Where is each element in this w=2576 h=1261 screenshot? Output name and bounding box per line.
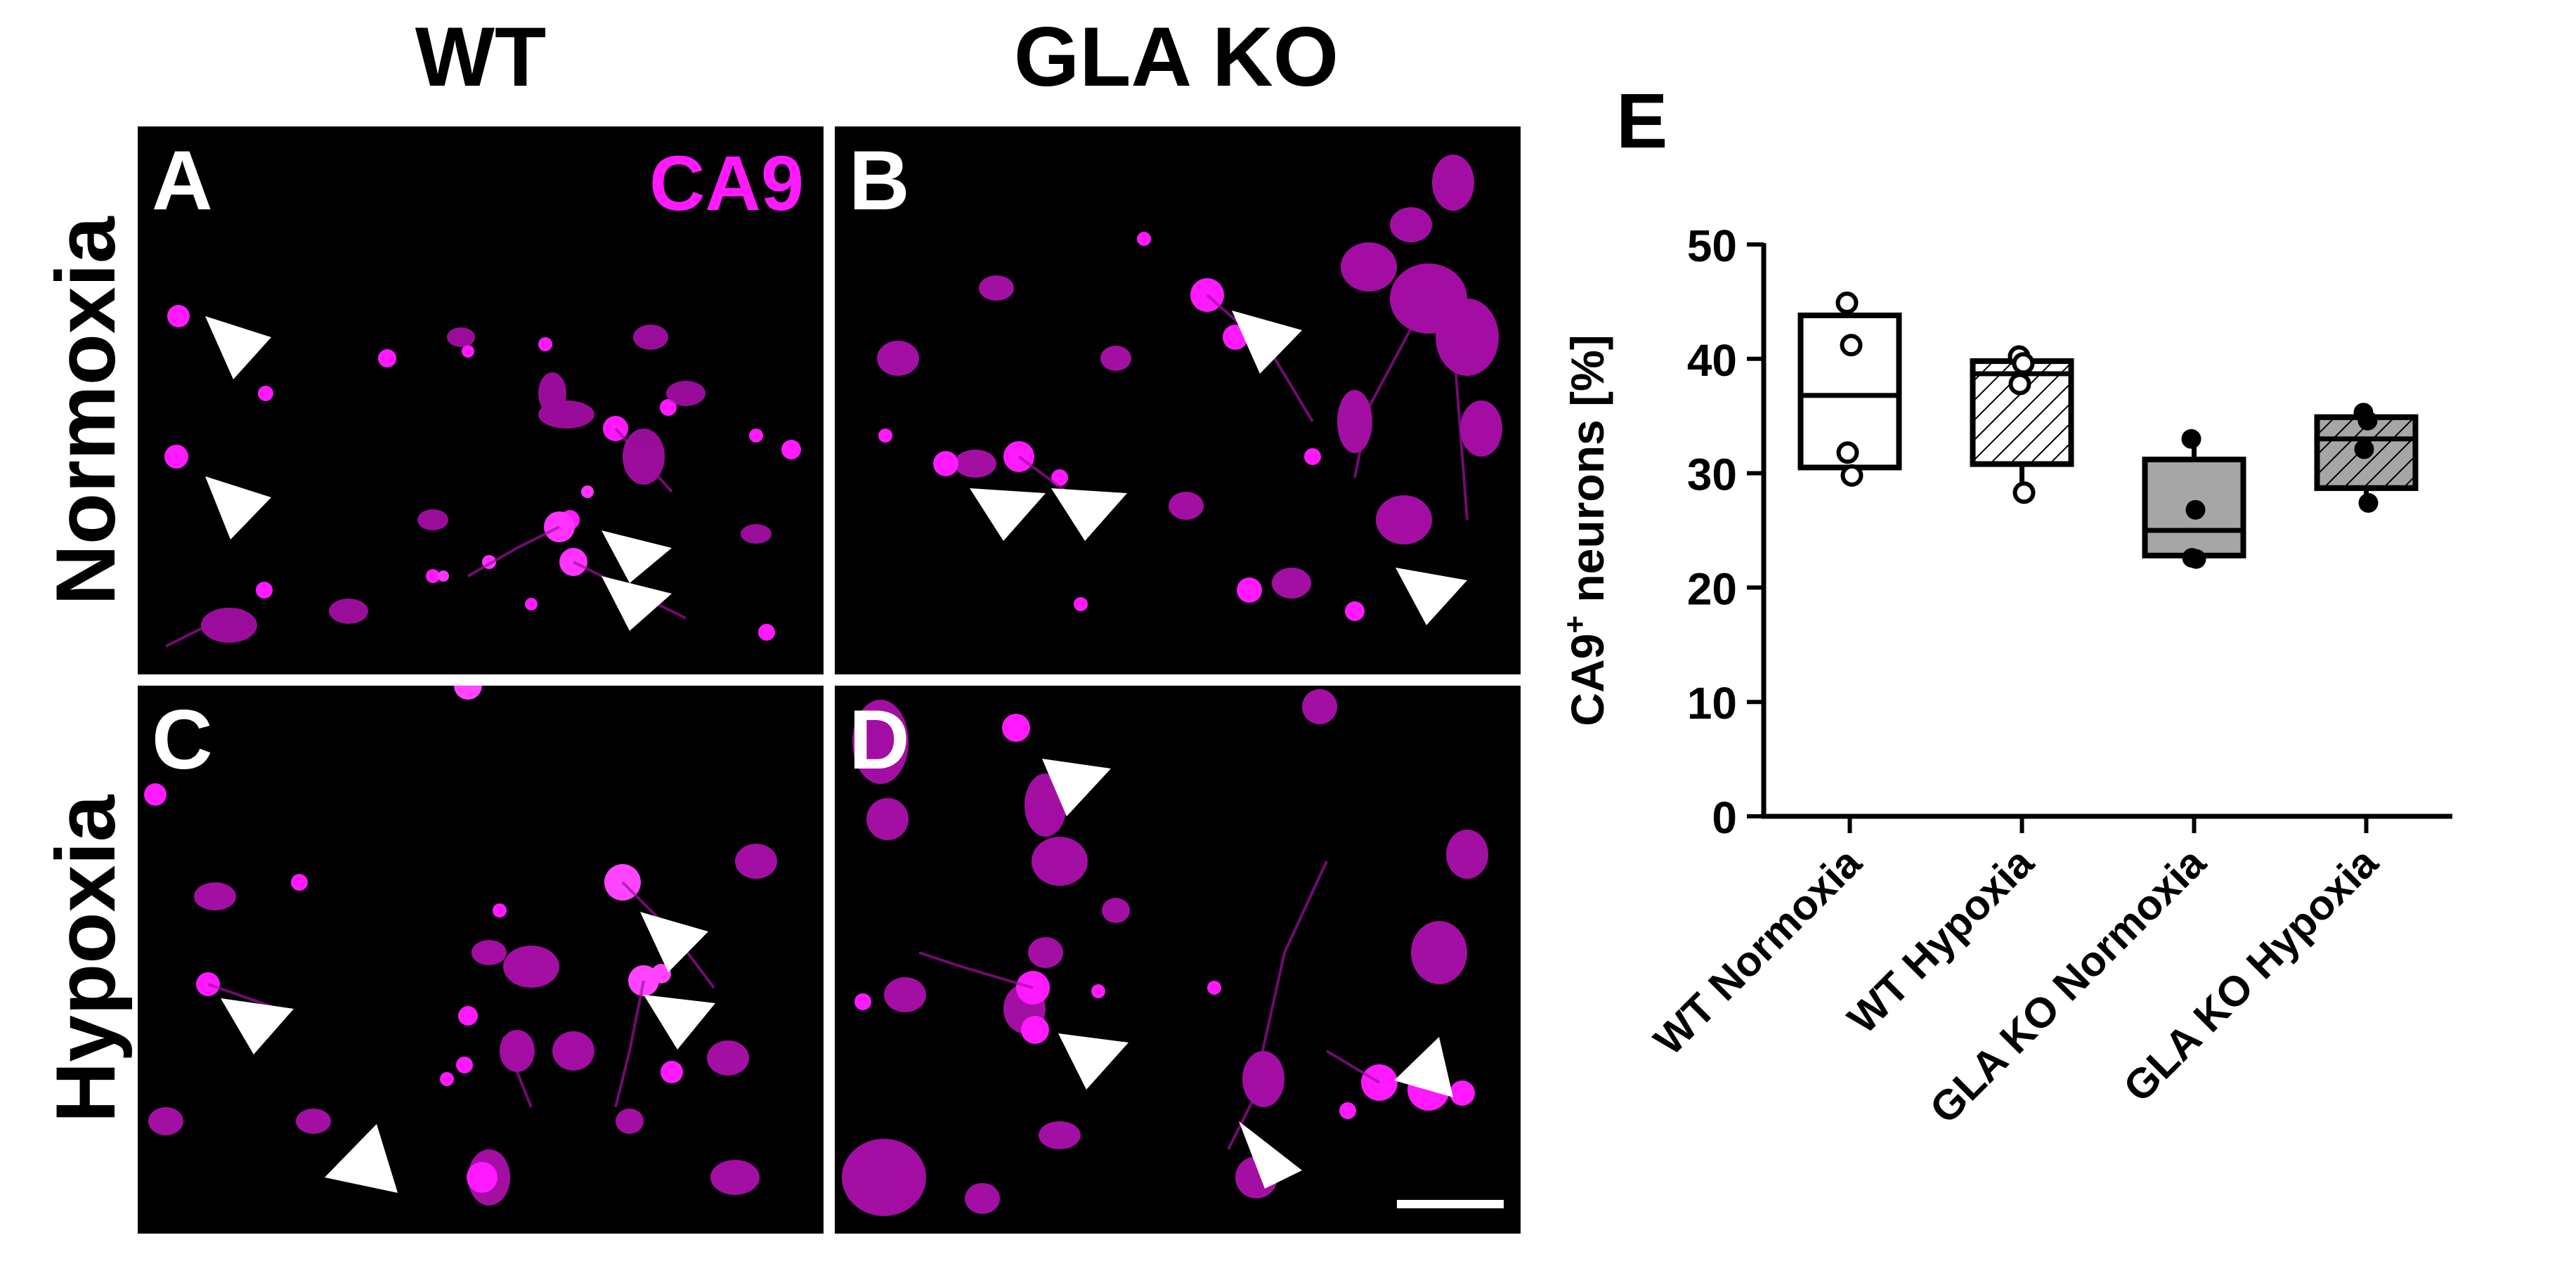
data-point-2-0 [2181,429,2201,449]
row-header-normoxia: Normoxia [39,216,133,606]
micrograph-b-image [877,155,1502,625]
scale-bar [1397,1200,1504,1208]
panel-label-b: B [849,133,910,228]
y-tick-label-0: 0 [1712,792,1737,843]
data-point-0-2 [1836,441,1859,464]
y-axis-label: CA9+ neurons [%] [1558,334,1613,726]
micrograph-panel-d: D [835,686,1521,1234]
x-tick-label-0: WT Normoxia [1645,838,1871,1064]
ca9-stain-label: CA9 [649,141,804,227]
panel-label-e: E [1616,78,1667,164]
data-point-3-1 [2357,410,2378,431]
micrograph-c-image [144,686,777,1206]
y-tick-label-5: 50 [1687,221,1737,271]
y-tick-label-2: 20 [1687,563,1737,614]
panel-label-c: C [152,693,213,787]
micrograph-panel-a: A CA9 [138,126,824,674]
panel-label-a: A [152,133,213,228]
micrograph-panel-c: C [138,686,824,1234]
data-point-2-1 [2185,499,2206,520]
data-point-1-3 [2012,481,2036,504]
y-tick-label-3: 30 [1687,450,1737,500]
row-header-hypoxia: Hypoxia [39,795,133,1123]
column-header-wt: WT [415,10,547,104]
panel-label-d: D [849,693,910,787]
y-tick-label-4: 40 [1687,335,1737,386]
data-point-1-1 [2012,352,2035,375]
box-plot-panel-e: E 0 10 20 30 40 50 CA9+ neurons [%] WT Normoxia… [1558,78,2452,1132]
data-point-3-2 [2354,439,2374,459]
micrograph-a-image [164,305,801,648]
data-point-2-3 [2186,549,2206,569]
column-header-gla-ko: GLA KO [1013,10,1339,104]
micrograph-panel-b: B [835,126,1521,674]
data-point-0-3 [1840,464,1863,487]
micrograph-d-image [842,689,1504,1216]
data-point-0-1 [1840,334,1863,357]
data-point-3-3 [2358,492,2379,513]
data-point-1-2 [2008,372,2031,396]
y-tick-label-1: 10 [1687,678,1737,728]
data-point-0-0 [1835,292,1859,315]
